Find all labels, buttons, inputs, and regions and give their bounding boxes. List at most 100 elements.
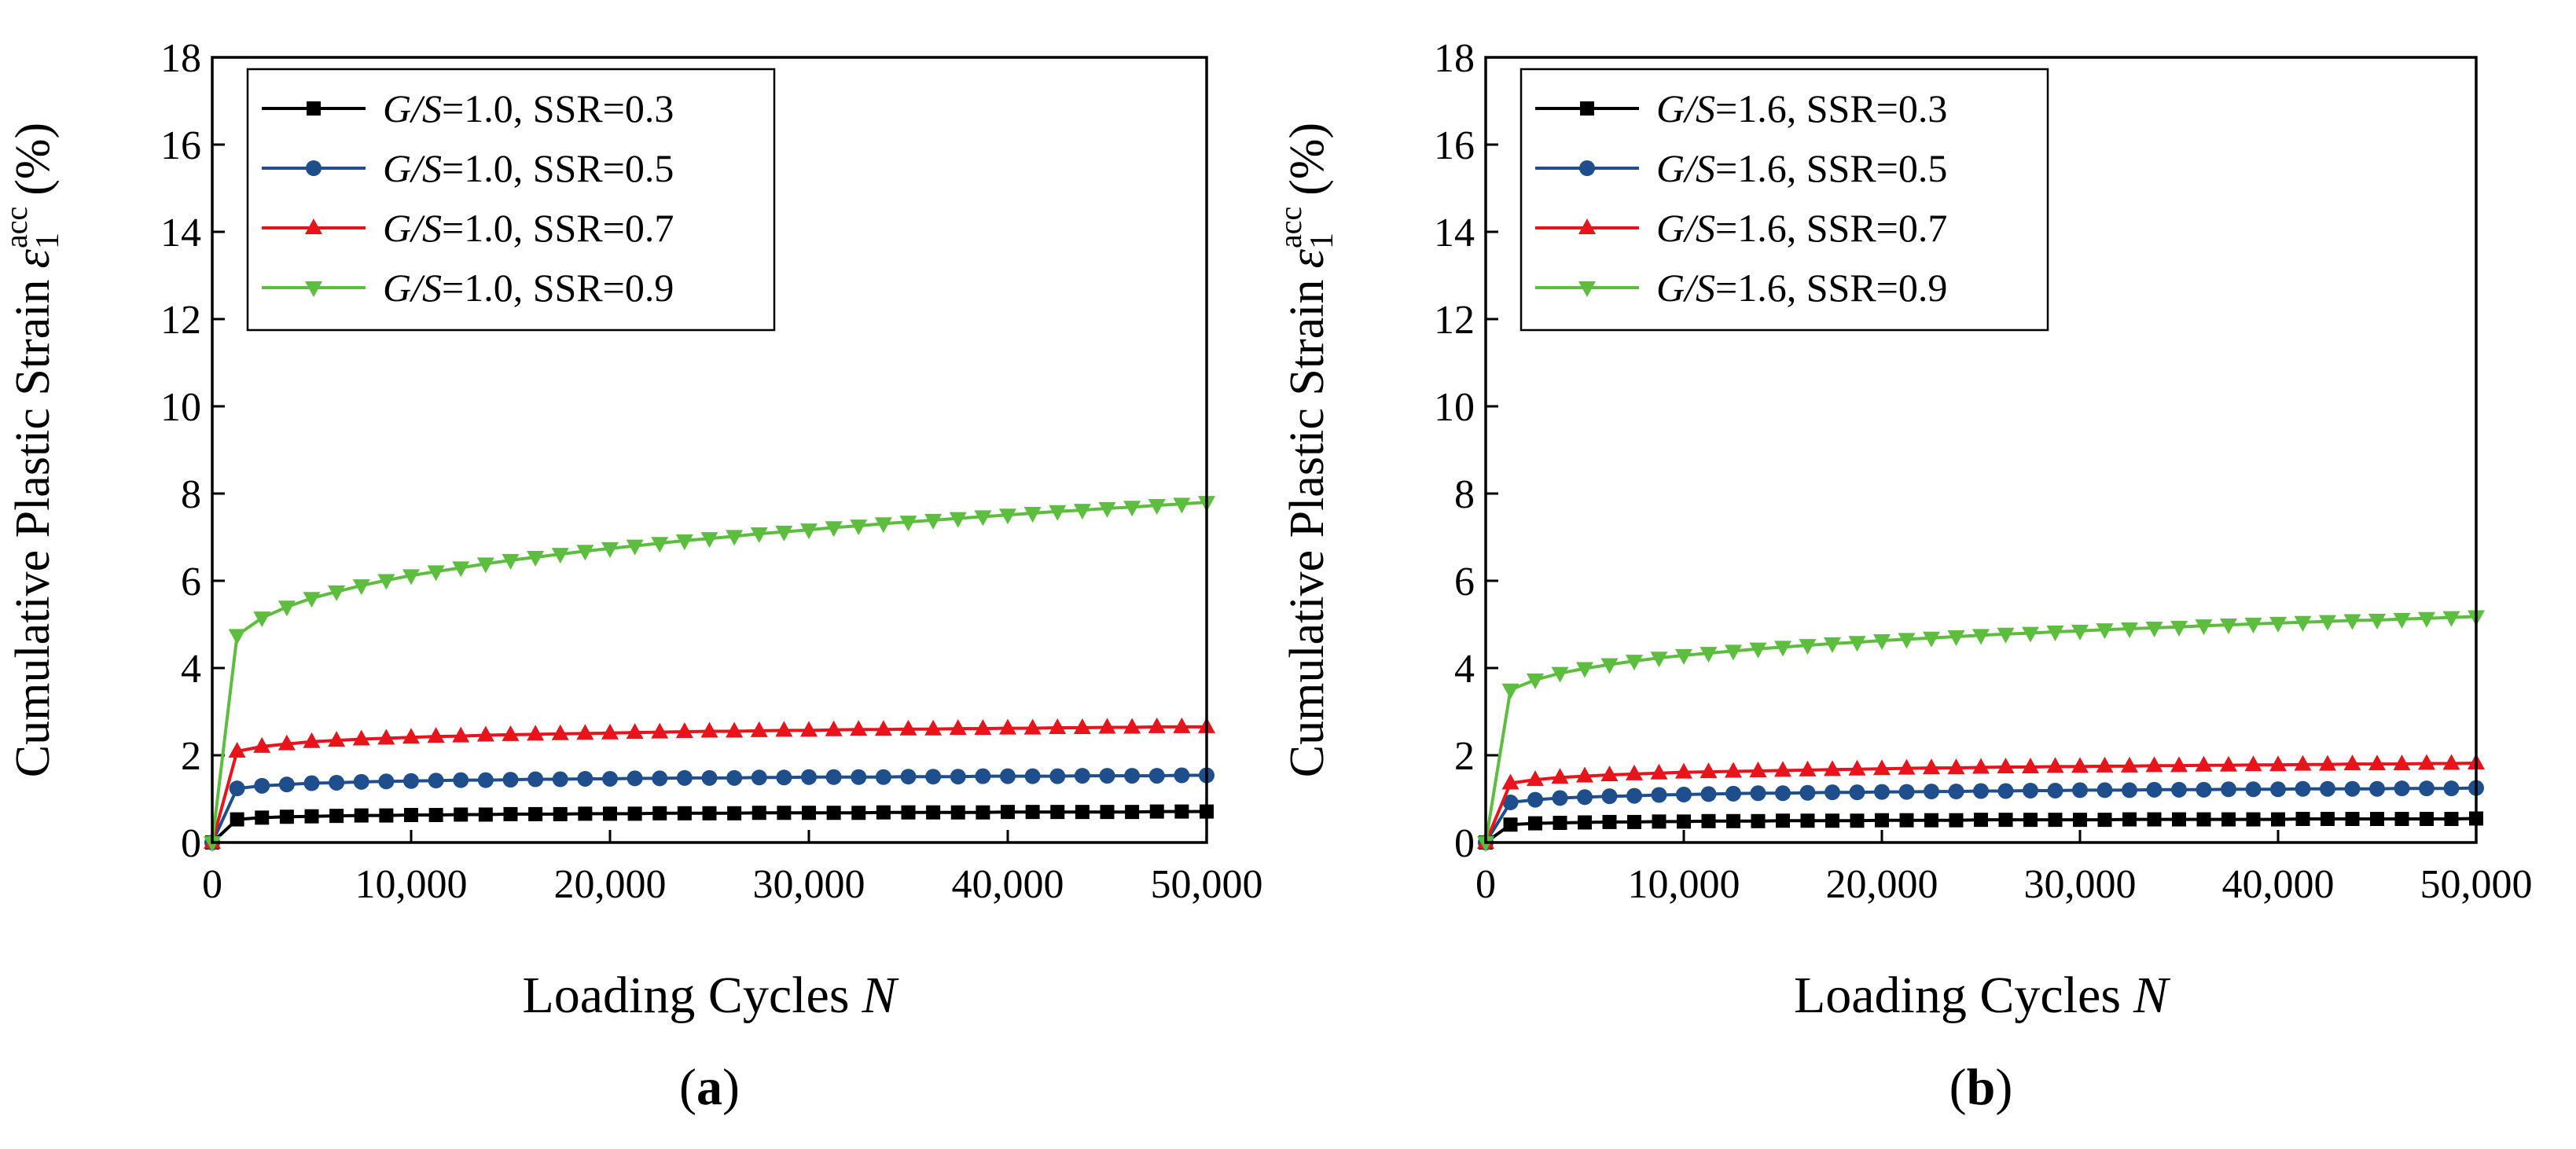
panel-label-letter: a [696,1059,722,1116]
data-point [576,545,594,561]
legend-var: G/S [383,206,442,250]
data-point [2023,813,2038,828]
data-point [2418,754,2435,770]
data-point [2269,616,2287,633]
data-point [1000,768,1016,784]
x-tick-label: 50,000 [1151,862,1263,907]
legend-var: G/S [383,146,442,190]
data-point [1174,767,1190,784]
data-point [2047,782,2063,798]
data-point [1024,768,1041,784]
data-point [454,807,469,822]
data-point [1148,717,1166,733]
data-point [2295,780,2311,797]
data-point [2096,756,2114,773]
legend-var: G/S [1656,146,1715,190]
data-point [627,806,642,821]
data-point [750,527,768,544]
data-point [651,537,669,553]
data-point [1527,673,1544,689]
data-point [2071,624,2089,641]
data-point [626,723,644,740]
data-point [1576,662,1593,678]
series-4 [204,496,1215,852]
data-point [476,725,494,742]
x-axis-label: Loading Cycles N [522,967,899,1024]
data-point [2393,612,2411,629]
data-point [2023,782,2038,798]
data-point [2245,781,2262,798]
data-point [1750,785,1766,802]
data-point [1848,759,1866,776]
data-point [1799,760,1817,776]
x-tick-label: 0 [1475,862,1496,907]
data-point [751,769,767,786]
data-point [1173,717,1191,733]
data-point [2420,812,2434,827]
data-point [1775,785,1791,802]
data-point [1974,813,1988,828]
data-point [2393,754,2411,771]
data-point [1898,758,1916,775]
data-point [228,629,246,645]
data-point [1527,770,1544,787]
data-point [1501,683,1520,699]
y-tick-label: 10 [1434,385,1475,430]
data-point [800,523,818,540]
data-point [503,806,518,821]
legend-entry: G/S=1.0, SSR=0.5 [383,146,674,190]
data-point [1725,785,1741,802]
data-point [353,773,369,790]
data-point [2370,812,2384,827]
data-point [230,812,244,827]
legend-entry: G/S=1.0, SSR=0.9 [383,266,674,310]
x-tick-label: 0 [202,862,222,907]
panel-label-open: ( [1949,1059,1967,1116]
data-point [2146,781,2163,798]
data-point [850,519,868,536]
data-point [1075,805,1090,820]
data-point [1700,786,1717,802]
data-point [974,719,992,736]
data-point [452,726,470,743]
data-point [850,720,868,736]
data-point [1825,813,1839,828]
data-point [527,771,544,787]
data-point [1125,805,1140,820]
data-point [527,551,545,567]
series-1 [1479,811,2483,850]
x-tick-label: 30,000 [753,862,865,907]
y-axis-symbol: ε [1281,248,1334,268]
data-point [1503,817,1518,832]
data-point [502,725,520,741]
data-point [652,806,667,820]
data-point [577,770,593,787]
data-point [851,806,866,820]
data-point [1577,789,1593,806]
data-point [352,579,370,596]
data-point [950,805,965,820]
data-point [2270,781,2286,798]
data-point [1600,658,1619,674]
data-point [677,806,692,820]
data-point [428,773,444,789]
x-tick-label: 50,000 [2420,862,2533,907]
data-point [1799,784,1816,801]
data-point [551,548,569,564]
data-point [1528,816,1542,831]
data-point [1948,784,1964,800]
data-point [502,553,520,570]
data-point [974,510,992,527]
data-point [278,776,295,793]
data-point [329,809,344,824]
data-point [578,806,593,821]
data-point [427,727,445,743]
data-point [2046,757,2064,773]
x-tick-label: 20,000 [1826,862,1938,907]
data-point [1997,627,2015,644]
data-point [1123,718,1141,734]
legend-swatch-marker [1578,281,1596,297]
data-point [1049,505,1067,521]
series-3 [204,717,1215,849]
